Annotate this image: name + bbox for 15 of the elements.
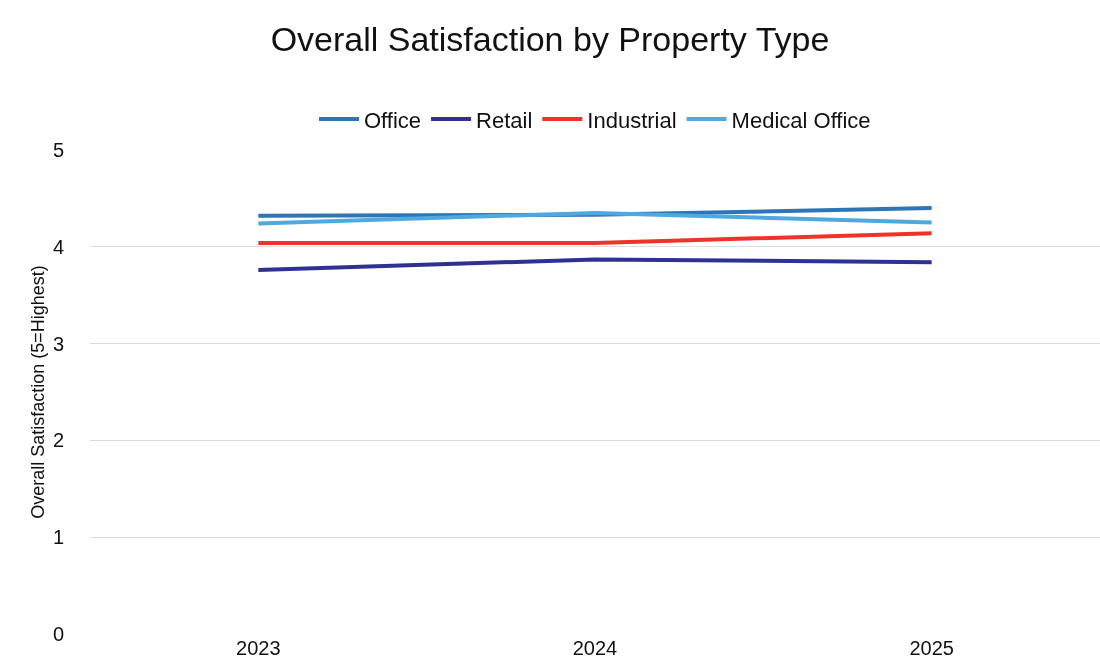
x-tick-label: 2024 <box>572 637 618 659</box>
y-tick-label: 2 <box>52 429 64 452</box>
y-tick-label: 0 <box>52 623 64 645</box>
y-tick-label: 3 <box>52 332 64 355</box>
chart-title: Overall Satisfaction by Property Type <box>270 19 830 58</box>
x-tick-label: 2025 <box>909 637 954 659</box>
y-tick-label: 4 <box>52 235 64 258</box>
legend-label: Medical Office <box>731 107 871 133</box>
legend-label: Industrial <box>587 107 677 133</box>
x-tick-label: 2023 <box>236 637 281 659</box>
y-axis-title: Overall Satisfaction (5=Highest) <box>28 265 48 519</box>
legend-label: Office <box>364 107 422 133</box>
legend-label: Retail <box>476 107 533 133</box>
y-tick-label: 5 <box>52 139 64 161</box>
y-tick-label: 1 <box>52 526 64 549</box>
